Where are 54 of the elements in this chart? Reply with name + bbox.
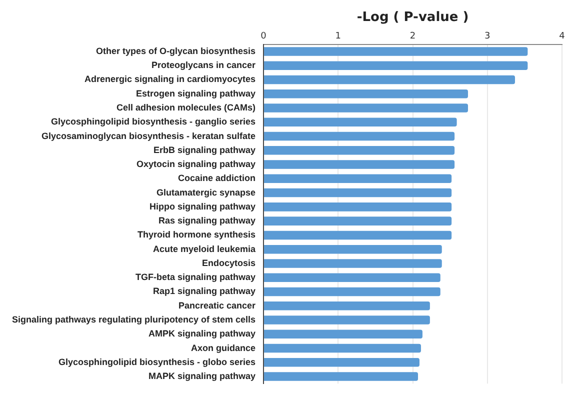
x-tick-label: 1 [335,31,342,42]
y-tick-label: Cocaine addiction [178,173,256,184]
y-tick-label: Glutamatergic synapse [156,187,256,198]
bar [264,202,452,212]
bar [264,259,442,268]
bar [264,75,515,84]
bar [264,160,455,169]
bar [264,174,452,184]
x-tick-label: 3 [484,31,490,42]
bar [264,89,468,98]
bar [264,287,440,296]
y-tick-label: Endocytosis [202,258,256,268]
bar [264,344,421,353]
bar [264,188,452,198]
y-tick-label: Acute myeloid leukemia [153,244,257,254]
y-tick-label: Other types of O-glycan biosynthesis [96,46,256,56]
x-tick-label: 4 [559,31,566,42]
y-tick-label: Glycosphingolipid biosynthesis - globo series [58,356,256,367]
y-tick-label: AMPK signaling pathway [148,328,256,339]
bar [264,244,442,254]
bar [264,104,468,112]
bar [264,273,440,282]
y-tick-label: Ras signaling pathway [158,216,256,226]
y-tick-label: Glycosphingolipid biosynthesis - ganglio series [51,116,256,127]
bar [264,316,430,324]
y-tick-label: Cell adhesion molecules (CAMs) [116,102,256,112]
y-tick-label: Adrenergic signaling in cardiomyocytes [84,74,256,84]
bar [264,372,418,381]
y-tick-label: Signaling pathways regulating pluripotency of stem cells [12,314,256,324]
y-tick-label: Glycosaminoglycan biosynthesis - keratan sulfate [41,130,256,141]
bar [264,146,455,155]
bar [264,216,452,226]
x-axis-title: -Log ( P-value ) [356,10,469,26]
bar [264,47,528,56]
bar [264,330,422,339]
y-tick-label: Rap1 signaling pathway [153,286,256,296]
y-tick-label: ErbB signaling pathway [154,144,256,155]
y-tick-label: Axon guidance [191,342,256,353]
y-tick-label: Proteoglycans in cancer [152,60,256,70]
x-tick-label: 0 [260,31,267,42]
bar [264,118,457,127]
y-tick-label: Hippo signaling pathway [150,201,256,212]
bar [264,230,452,240]
bar [264,132,455,141]
bar [264,358,420,367]
y-tick-label: Pancreatic cancer [178,300,256,310]
y-tick-label: MAPK signaling pathway [148,371,256,382]
y-tick-label: Thyroid hormone synthesis [138,230,256,240]
y-tick-label: Estrogen signaling pathway [136,88,256,98]
bar [264,301,430,310]
y-tick-label: TGF-beta signaling pathway [136,272,256,282]
x-tick-label: 2 [410,31,416,42]
bar [264,61,528,70]
y-tick-label: Oxytocin signaling pathway [136,159,256,170]
